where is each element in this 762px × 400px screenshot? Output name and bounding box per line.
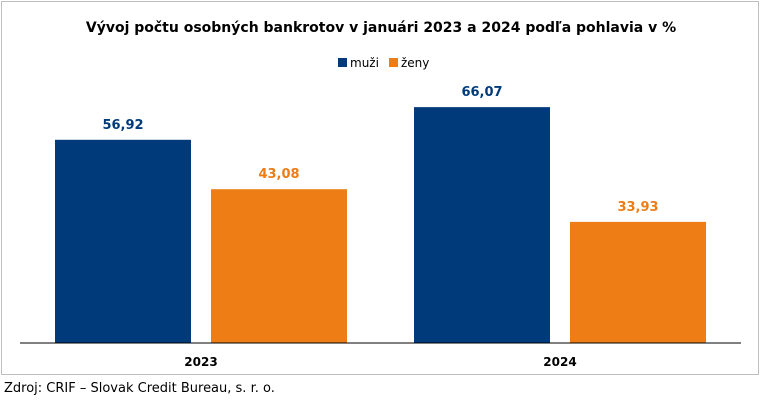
- data-label-zeny-2023: 43,08: [258, 167, 299, 182]
- x-tick-labels: 2023 2024: [184, 355, 576, 369]
- chart-title: Vývoj počtu osobných bankrotov v januári…: [86, 20, 676, 36]
- x-tick-label-2024: 2024: [543, 355, 576, 369]
- legend-swatch-zeny: [389, 58, 398, 67]
- data-label-muzi-2024: 66,07: [461, 85, 502, 100]
- bar-zeny-2024: [570, 221, 706, 343]
- legend-label-zeny: ženy: [401, 56, 429, 70]
- bar-muzi-2023: [55, 139, 191, 343]
- source-note: Zdroj: CRIF – Slovak Credit Bureau, s. r…: [4, 381, 275, 396]
- legend: muži ženy: [338, 56, 429, 70]
- data-label-zeny-2024: 33,93: [617, 200, 658, 215]
- data-labels: 56,92 43,08 66,07 33,93: [102, 85, 658, 215]
- bars: [55, 107, 706, 343]
- legend-swatch-muzi: [338, 58, 347, 67]
- x-tick-label-2023: 2023: [184, 355, 217, 369]
- legend-label-muzi: muži: [350, 56, 379, 70]
- bar-zeny-2023: [211, 189, 347, 343]
- data-label-muzi-2023: 56,92: [102, 118, 143, 133]
- bar-muzi-2024: [414, 107, 550, 343]
